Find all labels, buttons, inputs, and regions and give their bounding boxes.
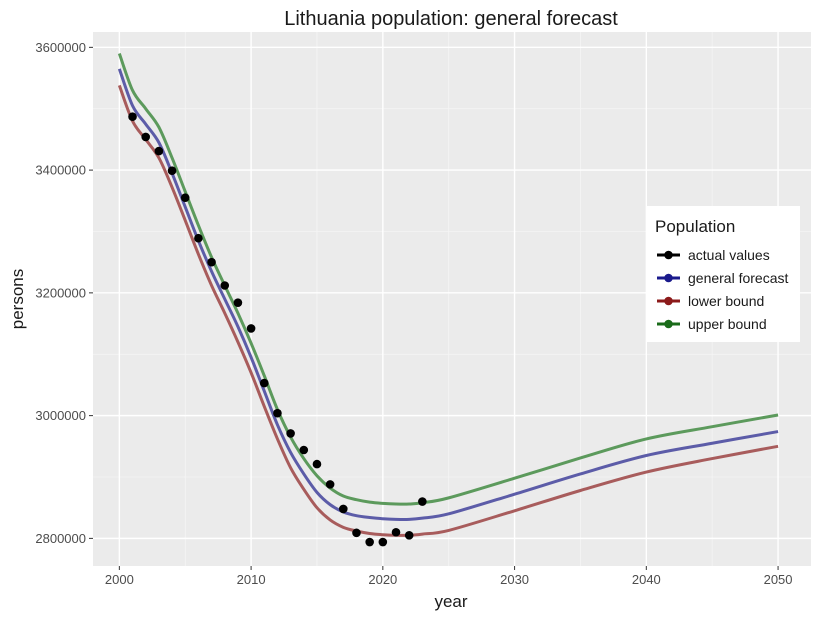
x-tick-label: 2010 xyxy=(237,572,266,587)
actual-value-point xyxy=(128,112,137,122)
legend-key-point xyxy=(664,250,673,260)
legend-item-upper-bound: upper bound xyxy=(657,316,767,332)
legend-item-lower-bound: lower bound xyxy=(657,293,764,309)
actual-points xyxy=(128,112,427,547)
actual-value-point xyxy=(352,528,361,538)
x-tick-label: 2050 xyxy=(764,572,793,587)
axis-ticks: 2000 2010 2020 2030 2040 2050 2800000 3000000 32… xyxy=(35,40,792,587)
legend-label: actual values xyxy=(688,247,770,263)
actual-value-point xyxy=(273,408,282,418)
actual-value-point xyxy=(299,445,309,455)
y-tick-label: 3000000 xyxy=(35,408,86,423)
actual-value-point xyxy=(180,193,190,203)
upper-bound-line xyxy=(117,52,779,506)
legend: Population actual values general forecast… xyxy=(647,206,800,342)
legend-key-point xyxy=(664,273,673,283)
legend-item-general-forecast: general forecast xyxy=(657,270,789,286)
actual-value-point xyxy=(378,537,388,547)
legend-items: actual values general forecast lower bound… xyxy=(657,247,789,332)
x-tick-label: 2020 xyxy=(368,572,397,587)
legend-key-point xyxy=(664,296,673,306)
actual-value-point xyxy=(141,132,150,142)
legend-title: Population xyxy=(655,217,735,236)
y-tick-label: 3600000 xyxy=(35,40,86,55)
actual-value-point xyxy=(339,504,348,514)
legend-label: upper bound xyxy=(688,316,767,332)
legend-item-actual-values: actual values xyxy=(657,247,770,263)
x-tick-label: 2040 xyxy=(632,572,661,587)
legend-box xyxy=(647,206,800,342)
actual-value-point xyxy=(207,257,216,267)
actual-value-point xyxy=(259,378,269,388)
actual-value-point xyxy=(154,146,164,156)
legend-key-point xyxy=(664,319,673,329)
actual-value-point xyxy=(325,480,335,489)
x-axis-title: year xyxy=(434,592,467,611)
major-gridlines xyxy=(93,32,811,566)
x-tick-label: 2000 xyxy=(105,572,134,587)
actual-value-point xyxy=(233,298,243,307)
series-lines xyxy=(117,52,779,537)
actual-value-point xyxy=(220,281,230,290)
actual-value-point xyxy=(167,166,177,176)
actual-value-point xyxy=(365,537,374,547)
legend-label: lower bound xyxy=(688,293,764,309)
lower-bound-line xyxy=(117,84,779,537)
y-tick-label: 3400000 xyxy=(35,163,86,178)
actual-value-point xyxy=(312,459,322,469)
actual-value-point xyxy=(391,527,401,537)
x-tick-label: 2030 xyxy=(500,572,529,587)
actual-value-point xyxy=(404,531,414,540)
actual-value-point xyxy=(246,324,256,333)
y-tick-label: 2800000 xyxy=(35,531,86,546)
y-tick-label: 3200000 xyxy=(35,285,86,300)
chart-title: Lithuania population: general forecast xyxy=(284,8,618,30)
y-axis-title: persons xyxy=(8,269,27,329)
general-forecast-line xyxy=(117,68,779,521)
legend-label: general forecast xyxy=(688,270,789,286)
actual-value-point xyxy=(194,233,203,243)
actual-value-point xyxy=(418,497,427,506)
actual-value-point xyxy=(286,429,295,438)
